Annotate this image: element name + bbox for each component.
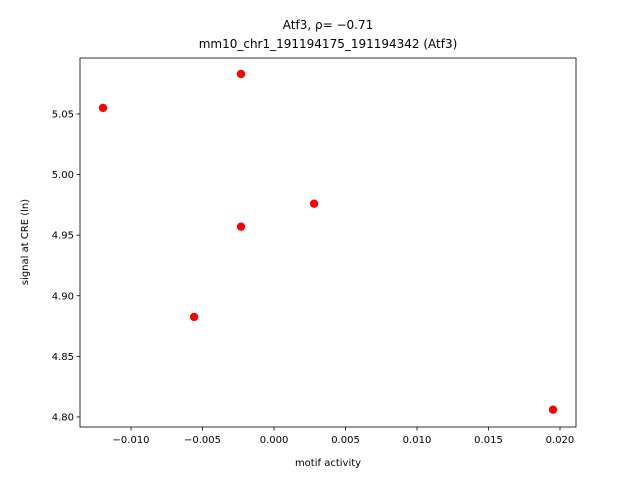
x-tick-label: 0.015 <box>474 435 503 446</box>
y-tick-label: 4.85 <box>52 352 74 363</box>
x-axis-label: motif activity <box>295 458 361 469</box>
x-tick-label: 0.005 <box>331 435 360 446</box>
point <box>189 312 199 322</box>
y-tick-label: 5.05 <box>52 109 74 120</box>
x-tick-label: 0.020 <box>546 435 575 446</box>
point <box>548 405 558 414</box>
x-tick-label: 0.000 <box>260 435 289 446</box>
chart-title: Atf3, ρ= −0.71 <box>283 18 373 32</box>
chart-subtitle: mm10_chr1_191194175_191194342 (Atf3) <box>199 37 458 51</box>
y-tick-label: 5.00 <box>52 170 74 181</box>
point <box>236 69 246 79</box>
y-tick-label: 4.80 <box>52 412 74 423</box>
y-axis-label: signal at CRE (ln) <box>20 199 31 285</box>
x-tick-label: 0.010 <box>403 435 432 446</box>
point <box>236 222 246 231</box>
point <box>309 199 319 208</box>
y-tick-label: 4.95 <box>52 231 74 242</box>
plot-frame <box>79 57 577 428</box>
x-tick-label: −0.005 <box>184 435 221 446</box>
x-tick-label: −0.010 <box>113 435 150 446</box>
y-tick-label: 4.90 <box>52 291 74 302</box>
point <box>98 103 108 113</box>
